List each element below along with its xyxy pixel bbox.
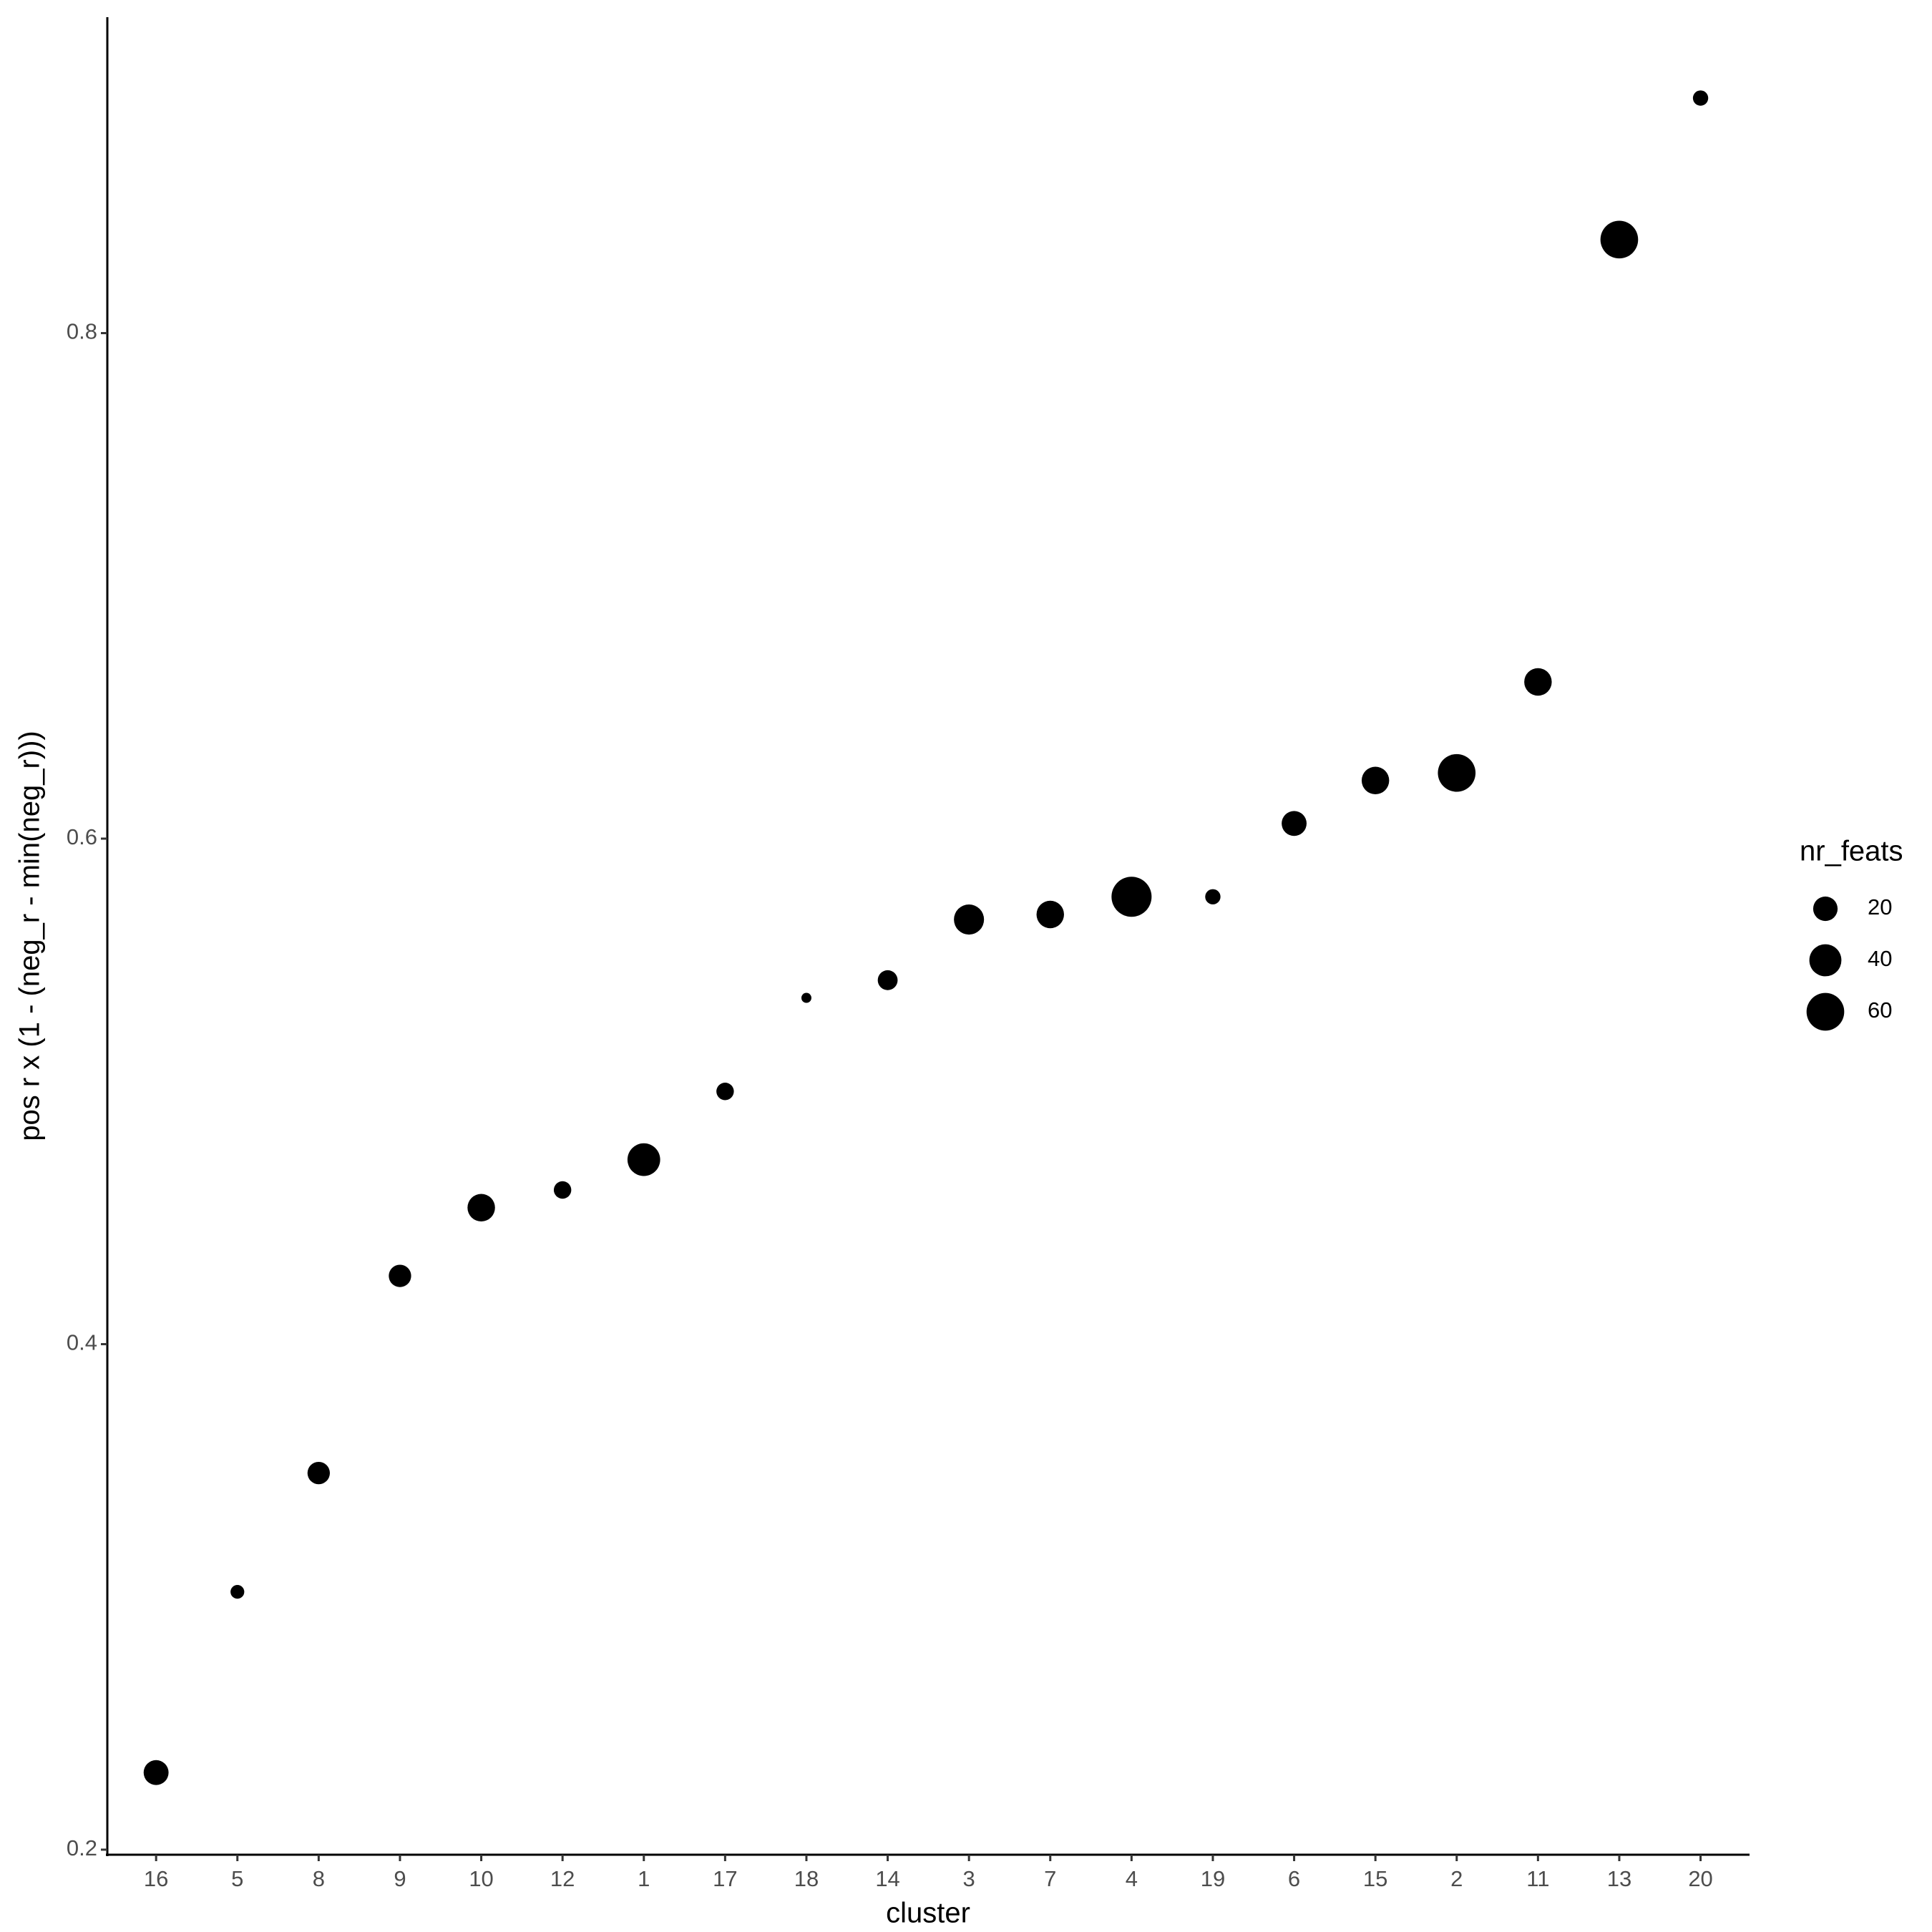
x-tick-label: 3: [963, 1866, 975, 1891]
legend-symbol: [1813, 896, 1838, 922]
y-axis-title: pos r x (1 - (neg_r - min(neg_r))): [14, 731, 46, 1141]
x-tick-label: 2: [1450, 1866, 1463, 1891]
point: [143, 1760, 169, 1785]
legend-symbol: [1806, 992, 1845, 1031]
legend-symbol: [1809, 944, 1842, 977]
x-tick-label: 7: [1044, 1866, 1056, 1891]
x-tick-label: 15: [1363, 1866, 1387, 1891]
y-tick-label: 0.6: [67, 824, 97, 849]
x-tick-label: 8: [313, 1866, 325, 1891]
x-tick-label: 14: [875, 1866, 899, 1891]
x-tick-label: 19: [1201, 1866, 1225, 1891]
y-tick-label: 0.8: [67, 319, 97, 344]
point: [1111, 877, 1152, 917]
point: [716, 1083, 734, 1101]
point: [1692, 90, 1709, 106]
legend-label: 20: [1868, 894, 1892, 919]
x-tick-label: 10: [469, 1866, 493, 1891]
point: [1600, 220, 1639, 259]
point: [877, 970, 898, 990]
point: [1282, 811, 1307, 836]
y-tick-label: 0.2: [67, 1835, 97, 1860]
x-tick-label: 12: [550, 1866, 575, 1891]
x-tick-label: 13: [1607, 1866, 1631, 1891]
point: [627, 1143, 660, 1176]
point: [467, 1194, 495, 1221]
x-tick-label: 11: [1526, 1866, 1549, 1891]
legend-label: 60: [1868, 997, 1892, 1023]
x-axis-title: cluster: [886, 1898, 970, 1929]
point: [1438, 753, 1476, 792]
point: [553, 1181, 572, 1199]
y-tick-label: 0.4: [67, 1330, 97, 1355]
x-tick-label: 20: [1688, 1866, 1712, 1891]
point: [801, 992, 811, 1003]
x-tick-label: 5: [231, 1866, 243, 1891]
point: [1524, 668, 1552, 696]
point: [1361, 766, 1390, 794]
x-tick-label: 6: [1288, 1866, 1300, 1891]
x-tick-label: 4: [1126, 1866, 1138, 1891]
legend-title: nr_feats: [1800, 836, 1903, 867]
x-tick-label: 16: [144, 1866, 168, 1891]
x-tick-label: 17: [713, 1866, 737, 1891]
x-tick-label: 1: [638, 1866, 650, 1891]
x-tick-label: 9: [394, 1866, 406, 1891]
point: [1205, 889, 1221, 904]
legend-label: 40: [1868, 946, 1892, 971]
x-tick-label: 18: [794, 1866, 819, 1891]
point: [230, 1585, 245, 1599]
point: [954, 904, 985, 935]
point: [389, 1264, 411, 1287]
point: [1036, 900, 1064, 929]
point: [307, 1461, 330, 1485]
